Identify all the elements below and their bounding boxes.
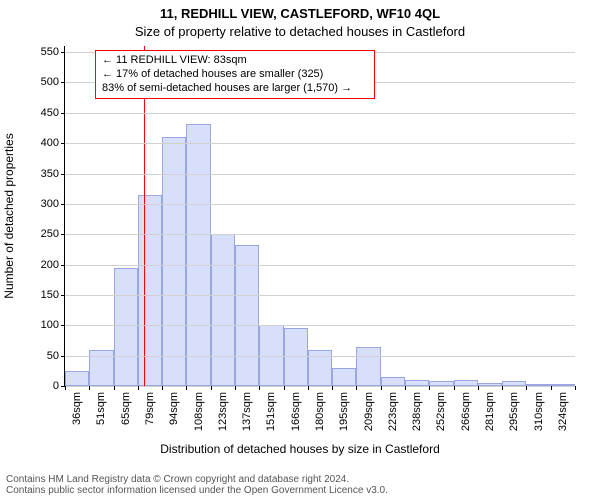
grid-line	[65, 386, 575, 387]
y-tick-label: 0	[53, 380, 65, 392]
x-tick-mark	[502, 386, 503, 390]
x-tick-label: 108sqm	[193, 392, 205, 431]
footer-line-1: Contains HM Land Registry data © Crown c…	[6, 474, 388, 485]
page-title: 11, REDHILL VIEW, CASTLEFORD, WF10 4QL	[0, 6, 600, 21]
grid-line	[65, 143, 575, 144]
x-tick-label: 324sqm	[557, 392, 569, 431]
bar	[186, 124, 210, 386]
x-tick-mark	[89, 386, 90, 390]
footer-attribution: Contains HM Land Registry data © Crown c…	[0, 474, 388, 496]
annotation-line-1: ← 11 REDHILL VIEW: 83sqm	[102, 54, 368, 68]
grid-line	[65, 174, 575, 175]
x-tick-mark	[284, 386, 285, 390]
y-tick-label: 400	[41, 137, 65, 149]
x-tick-label: 51sqm	[95, 392, 107, 425]
x-tick-label: 295sqm	[508, 392, 520, 431]
annotation-line-3: 83% of semi-detached houses are larger (…	[102, 82, 368, 96]
x-tick-mark	[332, 386, 333, 390]
x-tick-mark	[65, 386, 66, 390]
bar	[356, 347, 380, 386]
bar	[284, 328, 308, 386]
annotation-box: ← 11 REDHILL VIEW: 83sqm ← 17% of detach…	[95, 50, 375, 99]
y-tick-label: 500	[41, 76, 65, 88]
grid-line	[65, 325, 575, 326]
x-tick-mark	[308, 386, 309, 390]
x-tick-label: 281sqm	[484, 392, 496, 431]
y-tick-label: 250	[41, 228, 65, 240]
bar	[138, 195, 162, 386]
grid-line	[65, 265, 575, 266]
page-subtitle: Size of property relative to detached ho…	[0, 24, 600, 39]
x-tick-label: 123sqm	[217, 392, 229, 431]
x-tick-mark	[478, 386, 479, 390]
x-tick-mark	[211, 386, 212, 390]
x-tick-label: 79sqm	[144, 392, 156, 425]
x-tick-label: 252sqm	[435, 392, 447, 431]
x-tick-mark	[526, 386, 527, 390]
x-tick-label: 166sqm	[290, 392, 302, 431]
bar	[114, 268, 138, 386]
bar	[235, 245, 259, 386]
grid-line	[65, 113, 575, 114]
bar	[381, 377, 405, 386]
x-tick-mark	[551, 386, 552, 390]
grid-line	[65, 204, 575, 205]
y-tick-label: 200	[41, 259, 65, 271]
bar	[211, 234, 235, 386]
y-tick-label: 300	[41, 198, 65, 210]
grid-line	[65, 234, 575, 235]
x-tick-label: 195sqm	[338, 392, 350, 431]
y-tick-label: 150	[41, 289, 65, 301]
x-tick-label: 151sqm	[265, 392, 277, 431]
x-tick-mark	[186, 386, 187, 390]
x-tick-mark	[381, 386, 382, 390]
x-tick-label: 137sqm	[241, 392, 253, 431]
x-tick-mark	[356, 386, 357, 390]
grid-line	[65, 356, 575, 357]
x-axis-title: Distribution of detached houses by size …	[0, 442, 600, 456]
x-tick-label: 209sqm	[363, 392, 375, 431]
x-tick-mark	[575, 386, 576, 390]
x-tick-mark	[259, 386, 260, 390]
x-tick-label: 310sqm	[533, 392, 545, 431]
bar	[332, 368, 356, 386]
annotation-line-2: ← 17% of detached houses are smaller (32…	[102, 68, 368, 82]
y-axis-title: Number of detached properties	[2, 133, 16, 298]
x-tick-mark	[454, 386, 455, 390]
y-tick-label: 550	[41, 46, 65, 58]
y-tick-label: 100	[41, 319, 65, 331]
x-tick-label: 238sqm	[411, 392, 423, 431]
x-tick-mark	[138, 386, 139, 390]
footer-line-2: Contains public sector information licen…	[6, 485, 388, 496]
x-tick-label: 223sqm	[387, 392, 399, 431]
x-tick-label: 266sqm	[460, 392, 472, 431]
x-tick-mark	[429, 386, 430, 390]
y-tick-label: 450	[41, 107, 65, 119]
x-tick-mark	[405, 386, 406, 390]
y-tick-label: 50	[47, 350, 65, 362]
x-tick-mark	[114, 386, 115, 390]
x-tick-label: 180sqm	[314, 392, 326, 431]
x-tick-label: 65sqm	[120, 392, 132, 425]
x-tick-label: 94sqm	[168, 392, 180, 425]
grid-line	[65, 295, 575, 296]
x-tick-mark	[162, 386, 163, 390]
x-tick-mark	[235, 386, 236, 390]
x-tick-label: 36sqm	[71, 392, 83, 425]
y-tick-label: 350	[41, 168, 65, 180]
bar	[65, 371, 89, 386]
